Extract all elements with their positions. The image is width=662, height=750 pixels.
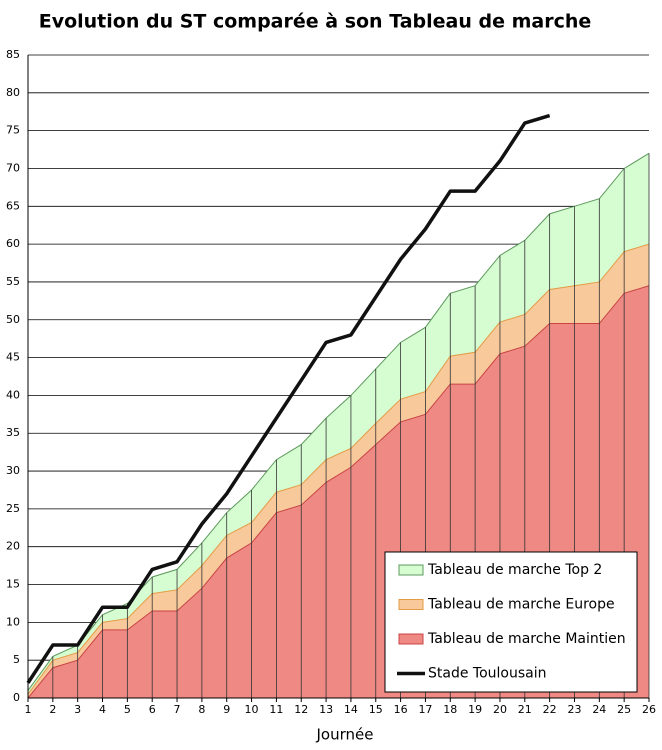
y-tick-label: 15 [6,578,20,591]
chart-title: Evolution du ST comparée à son Tableau d… [39,11,592,33]
x-tick-label: 12 [294,703,308,716]
x-tick-label: 26 [642,703,656,716]
x-tick-label: 6 [149,703,156,716]
y-tick-label: 40 [6,388,20,401]
legend-swatch [398,564,424,576]
x-tick-label: 22 [543,703,557,716]
area-edge [27,285,650,699]
y-tick-label: 45 [6,351,20,364]
x-tick-label: 16 [394,703,408,716]
area-edge [27,243,650,695]
legend-swatch [398,599,424,610]
legend-swatch [398,633,424,645]
y-tick-label: 80 [6,86,20,99]
x-tick-label: 19 [468,703,482,716]
legend-label: Tableau de marche Maintien [427,631,626,647]
x-tick-label: 20 [493,703,507,716]
y-tick-label: 65 [6,199,20,212]
y-tick-label: 30 [6,464,20,477]
legend-label: Stade Toulousain [428,666,546,682]
y-tick-label: 70 [6,161,20,174]
x-tick-label: 10 [245,703,259,716]
x-tick-label: 3 [74,703,81,716]
x-tick-label: 23 [567,703,581,716]
y-tick-label: 20 [6,540,20,553]
x-tick-label: 8 [198,703,205,716]
y-tick-label: 50 [6,313,20,326]
x-tick-label: 21 [518,703,532,716]
x-tick-label: 24 [592,703,606,716]
legend-box [384,551,638,693]
x-tick-label: 7 [174,703,181,716]
y-tick-label: 85 [6,48,20,61]
x-tick-label: 15 [369,703,383,716]
legend-label: Tableau de marche Top 2 [427,562,602,578]
y-tick-label: 0 [13,691,20,704]
y-tick-label: 35 [6,426,20,439]
x-tick-label: 13 [319,703,333,716]
legend-label: Tableau de marche Europe [427,597,615,613]
x-tick-label: 25 [617,703,631,716]
y-tick-label: 60 [6,237,20,250]
x-tick-label: 9 [223,703,230,716]
y-tick-label: 55 [6,275,20,288]
x-tick-label: 11 [269,703,283,716]
x-tick-label: 2 [49,703,56,716]
y-tick-label: 75 [6,124,20,137]
x-tick-label: 18 [443,703,457,716]
x-tick-label: 14 [344,703,358,716]
x-tick-label: 17 [418,703,432,716]
x-tick-label: 5 [124,703,131,716]
x-tick-label: 1 [25,703,32,716]
x-tick-label: 4 [99,703,106,716]
line [26,113,551,684]
x-axis-label: Journée [316,726,374,744]
y-tick-label: 25 [6,502,20,515]
y-tick-label: 10 [6,615,20,628]
y-tick-label: 5 [13,653,20,666]
